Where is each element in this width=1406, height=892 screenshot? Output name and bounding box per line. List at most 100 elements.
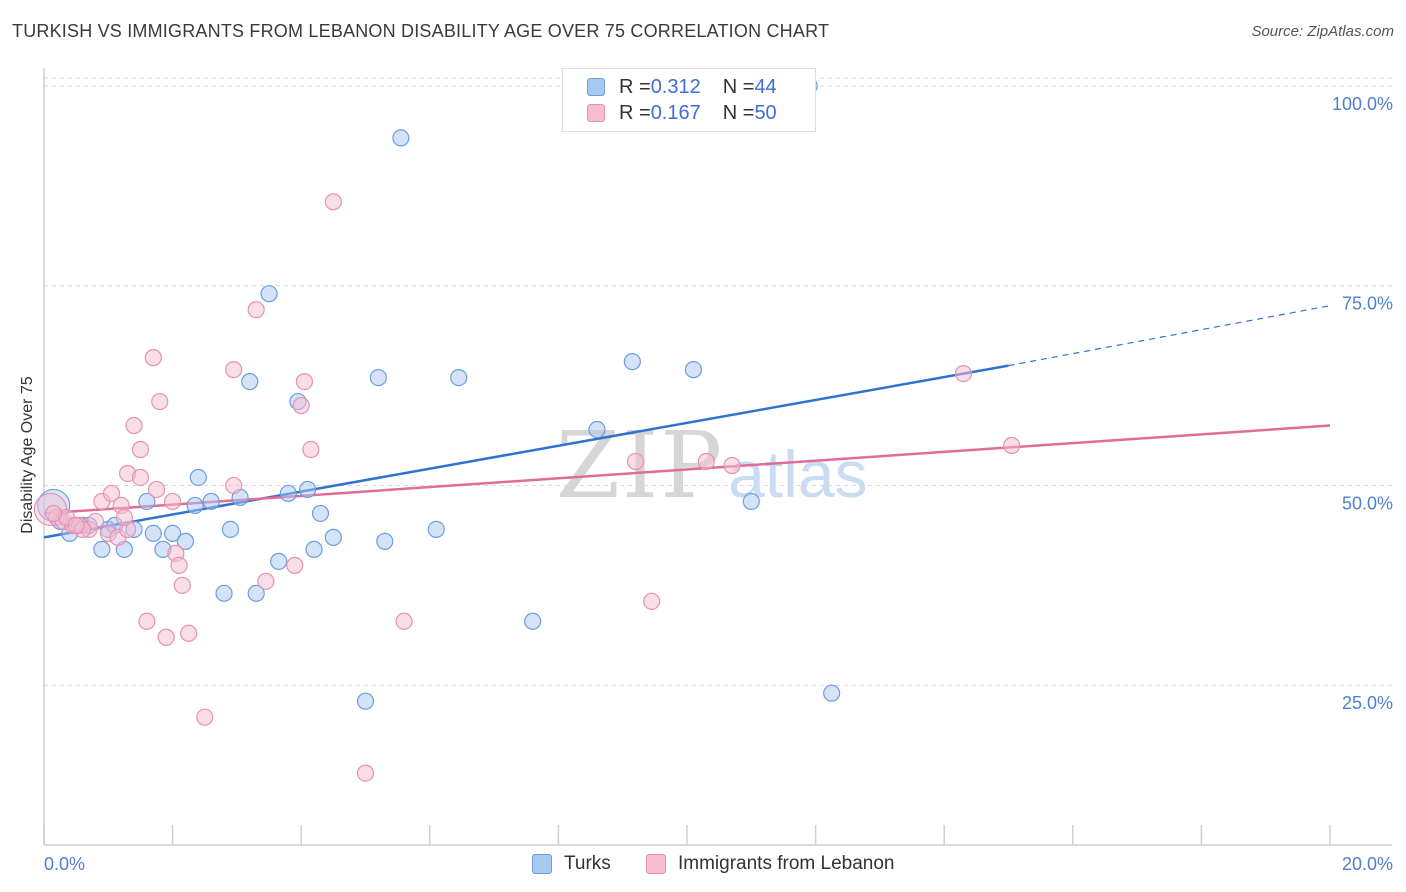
point-turks-33 — [392, 129, 410, 147]
source-label: Source: ZipAtlas.com — [1251, 23, 1394, 40]
point-lebanon-48 — [67, 516, 85, 535]
y-tick-label-25: 25.0% — [1342, 693, 1393, 713]
bottom-legend-turks: Turks — [532, 852, 611, 876]
y-tick-label-75: 75.0% — [1342, 294, 1393, 314]
tick-labels: 25.0% 50.0% 75.0% 100.0% 0.0% 20.0% — [44, 94, 1393, 874]
axes — [43, 68, 1392, 846]
point-turks-10 — [144, 524, 162, 542]
trend-line-lebanon — [43, 424, 1331, 515]
bottom-legend-label-turks: Turks — [564, 853, 611, 874]
point-turks-9 — [138, 492, 156, 511]
point-lebanon-41 — [697, 452, 715, 471]
point-lebanon-40 — [643, 592, 661, 610]
point-lebanon-25 — [173, 576, 191, 594]
point-turks-27 — [305, 540, 323, 558]
point-turks-38 — [623, 353, 641, 371]
legend-r-label-lebanon: R = — [619, 101, 651, 124]
bottom-legend-lebanon: Immigrants from Lebanon — [646, 852, 895, 876]
point-lebanon-19 — [147, 480, 166, 499]
point-lebanon-31 — [257, 572, 275, 590]
bottom-legend-swatch-lebanon — [646, 854, 666, 874]
legend-row-turks: R = 0.312 N = 44 — [587, 75, 777, 99]
point-turks-36 — [524, 612, 542, 630]
point-turks-23 — [270, 552, 288, 570]
legend-n-value-turks: 44 — [754, 75, 777, 98]
point-lebanon-34 — [295, 372, 314, 391]
point-lebanon-9 — [102, 484, 121, 503]
point-lebanon-6 — [86, 512, 105, 531]
legend-row-lebanon: R = 0.167 N = 50 — [587, 101, 777, 125]
point-turks-13 — [176, 532, 195, 550]
point-lebanon-49 — [45, 504, 63, 523]
point-lebanon-16 — [131, 440, 150, 459]
point-lebanon-39 — [626, 452, 645, 471]
point-turks-22 — [260, 285, 278, 303]
point-lebanon-21 — [157, 628, 175, 646]
point-turks-34 — [427, 520, 445, 539]
point-lebanon-20 — [151, 392, 169, 411]
legend-swatch-lebanon — [587, 104, 605, 122]
point-lebanon-37 — [356, 764, 375, 782]
x-tick-label-0: 0.0% — [44, 854, 85, 874]
legend-n-label-turks: N = — [722, 75, 755, 98]
point-turks-35 — [450, 368, 468, 387]
point-turks-18 — [221, 520, 240, 539]
point-turks-40 — [742, 492, 760, 511]
legend-n-label-lebanon: N = — [722, 101, 755, 124]
point-lebanon-42 — [723, 456, 741, 475]
point-lebanon-43 — [954, 365, 973, 383]
legend-n-value-lebanon: 50 — [754, 101, 777, 124]
point-turks-31 — [369, 368, 387, 387]
point-turks-32 — [376, 532, 394, 550]
point-lebanon-33 — [292, 396, 310, 415]
y-axis-label: Disability Age Over 75 — [19, 376, 36, 534]
point-lebanon-44 — [1003, 436, 1021, 455]
point-turks-16 — [202, 492, 220, 511]
legend: R = 0.312 N = 44 R = 0.167 N = 50 — [562, 68, 816, 132]
point-lebanon-38 — [395, 612, 413, 630]
point-lebanon-28 — [225, 361, 243, 379]
point-turks-30 — [356, 692, 375, 710]
point-lebanon-24 — [170, 556, 188, 574]
point-lebanon-14 — [125, 416, 143, 435]
point-lebanon-47 — [115, 508, 133, 527]
point-lebanon-26 — [180, 624, 198, 642]
point-lebanon-22 — [164, 492, 182, 511]
point-turks-24 — [279, 484, 297, 503]
point-lebanon-36 — [324, 193, 342, 211]
data-points — [33, 77, 1021, 782]
point-lebanon-35 — [302, 440, 320, 459]
point-turks-37 — [588, 420, 606, 439]
point-lebanon-15 — [131, 468, 150, 487]
point-turks-15 — [189, 468, 207, 487]
point-turks-17 — [215, 584, 233, 602]
point-turks-20 — [241, 372, 259, 391]
y-tick-label-100: 100.0% — [1332, 94, 1393, 114]
point-turks-26 — [299, 480, 317, 499]
legend-r-value-turks: 0.312 — [650, 75, 701, 98]
x-tick-label-20: 20.0% — [1342, 854, 1393, 874]
point-turks-42 — [823, 684, 841, 702]
trend-line-turks-extension — [1008, 305, 1331, 367]
point-turks-12 — [164, 524, 182, 542]
trend-lines — [43, 305, 1331, 539]
y-tick-label-50: 50.0% — [1342, 493, 1393, 513]
point-turks-29 — [324, 528, 342, 546]
bottom-legend-label-lebanon: Immigrants from Lebanon — [678, 853, 895, 874]
point-lebanon-18 — [144, 349, 162, 367]
legend-r-value-lebanon: 0.167 — [650, 101, 701, 124]
point-lebanon-29 — [225, 476, 243, 495]
bottom-legend-swatch-turks — [532, 854, 552, 874]
trend-line-turks — [43, 364, 1009, 539]
point-lebanon-30 — [247, 301, 265, 319]
point-lebanon-32 — [286, 556, 304, 574]
point-turks-21 — [247, 584, 265, 602]
point-turks-39 — [684, 361, 703, 379]
point-lebanon-17 — [138, 612, 156, 630]
legend-r-label-turks: R = — [619, 75, 651, 98]
point-lebanon-27 — [196, 708, 214, 726]
legend-swatch-turks — [587, 78, 605, 96]
point-turks-28 — [311, 504, 330, 523]
chart-title: TURKISH VS IMMIGRANTS FROM LEBANON DISAB… — [12, 21, 830, 41]
